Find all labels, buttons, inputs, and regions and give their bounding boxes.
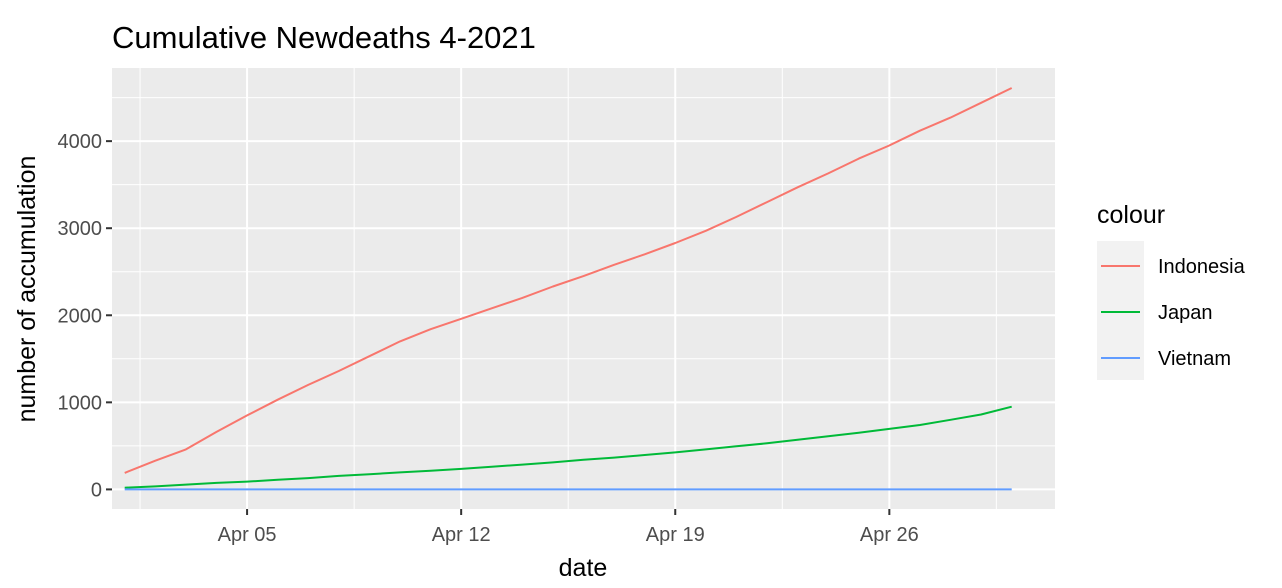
y-tick-label: 1000 xyxy=(58,392,103,414)
legend-title: colour xyxy=(1097,201,1165,229)
legend-item-vietnam: Vietnam xyxy=(1101,348,1231,370)
legend-item-indonesia: Indonesia xyxy=(1101,256,1246,278)
y-axis: 0 1000 2000 3000 4000 xyxy=(58,131,112,501)
x-axis-title: date xyxy=(559,554,608,582)
series-line-japan xyxy=(124,405,1012,489)
x-axis: Apr 05 Apr 12 Apr 19 Apr 26 xyxy=(218,509,919,546)
chart-title: Cumulative Newdeaths 4-2021 xyxy=(112,20,536,55)
legend-label: Indonesia xyxy=(1158,256,1246,278)
legend-label: Vietnam xyxy=(1158,348,1231,370)
y-tick-label: 4000 xyxy=(58,131,103,153)
legend-label: Japan xyxy=(1158,302,1213,324)
x-tick-label: Apr 05 xyxy=(218,524,277,546)
x-tick-label: Apr 26 xyxy=(860,524,919,546)
y-tick-label: 3000 xyxy=(58,218,103,240)
y-axis-title: number of accumulation xyxy=(13,156,41,423)
series-lines xyxy=(124,87,1013,491)
y-tick-label: 2000 xyxy=(58,305,103,327)
legend-key-background xyxy=(1097,241,1144,380)
series-line-indonesia xyxy=(124,87,1013,474)
y-tick-label: 0 xyxy=(91,479,102,501)
x-tick-label: Apr 12 xyxy=(432,524,491,546)
x-tick-label: Apr 19 xyxy=(646,524,705,546)
legend: colour Indonesia Japan Vietnam xyxy=(1097,201,1246,380)
legend-item-japan: Japan xyxy=(1101,302,1213,324)
